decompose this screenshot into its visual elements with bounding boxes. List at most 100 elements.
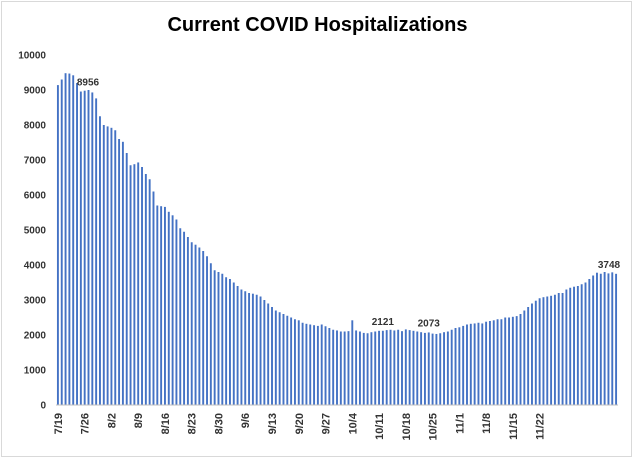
bar xyxy=(378,330,381,405)
bar xyxy=(244,291,247,405)
bar xyxy=(64,73,67,405)
bar xyxy=(156,205,159,405)
x-tick-label: 8/2 xyxy=(106,413,118,428)
bar xyxy=(229,279,231,405)
bar xyxy=(351,320,354,405)
bar xyxy=(278,312,281,405)
bar xyxy=(179,228,182,405)
bar xyxy=(248,293,251,405)
bar xyxy=(439,333,442,405)
bar xyxy=(313,325,316,405)
bar xyxy=(469,323,472,405)
bar xyxy=(87,90,90,405)
bar xyxy=(603,272,606,405)
bar xyxy=(336,330,338,405)
bar xyxy=(206,256,208,405)
x-tick-label: 7/26 xyxy=(80,413,92,434)
bar xyxy=(519,314,522,405)
bar xyxy=(152,191,155,405)
bar xyxy=(362,332,365,405)
bar xyxy=(305,323,308,405)
y-tick-label: 5000 xyxy=(24,226,47,237)
bar xyxy=(251,293,254,405)
y-tick-label: 1000 xyxy=(24,366,47,377)
x-tick-label: 11/15 xyxy=(508,413,520,440)
bar xyxy=(160,206,163,405)
bar xyxy=(328,328,331,405)
data-labels: 8956 2121 2073 3748 xyxy=(77,78,621,330)
bar xyxy=(190,242,193,405)
bar xyxy=(141,167,143,405)
bar xyxy=(183,231,186,405)
bar xyxy=(370,332,373,405)
bar xyxy=(286,315,289,405)
bar xyxy=(473,323,476,405)
bar xyxy=(462,325,465,405)
x-axis: 7/19 7/26 8/2 8/9 8/16 8/23 8/30 9/6 9/13 9/20 9/2… xyxy=(53,404,618,441)
bar xyxy=(83,90,86,405)
bar xyxy=(454,328,457,405)
y-tick-label: 6000 xyxy=(24,191,47,202)
x-tick-label: 11/8 xyxy=(481,413,493,434)
x-tick-label: 10/4 xyxy=(347,412,359,434)
bar xyxy=(121,141,124,406)
data-label: 2121 xyxy=(372,317,395,328)
x-tick-label: 7/19 xyxy=(53,413,65,434)
y-axis: 0 1000 2000 3000 4000 5000 6000 7000 8000 9000 100… xyxy=(18,51,46,412)
bar xyxy=(60,79,63,405)
bar xyxy=(320,324,323,405)
bar xyxy=(435,333,438,405)
y-tick-label: 8000 xyxy=(24,121,47,132)
bar xyxy=(339,331,342,405)
bar xyxy=(343,331,346,405)
bar xyxy=(523,310,526,405)
bar xyxy=(240,289,243,405)
y-tick-label: 0 xyxy=(40,401,46,412)
bar xyxy=(301,322,304,405)
bar xyxy=(592,275,595,405)
bar xyxy=(267,303,270,405)
bar xyxy=(366,333,369,405)
x-tick-label: 9/27 xyxy=(321,413,333,434)
bar xyxy=(573,286,575,405)
bar xyxy=(106,126,109,406)
bar xyxy=(385,330,388,405)
bar xyxy=(91,92,94,405)
bar xyxy=(488,321,491,405)
bar xyxy=(186,237,189,405)
bar xyxy=(171,215,174,405)
data-label: 3748 xyxy=(598,260,621,271)
bar xyxy=(76,83,78,405)
bar xyxy=(458,327,461,405)
bar xyxy=(79,91,82,405)
bar xyxy=(95,98,98,406)
x-tick-label: 10/11 xyxy=(374,413,386,440)
bar xyxy=(324,326,327,405)
bar xyxy=(534,300,537,405)
data-label: 2073 xyxy=(418,318,441,329)
bar xyxy=(137,162,140,405)
bar xyxy=(102,125,105,405)
bar xyxy=(599,273,602,405)
bar xyxy=(225,277,228,405)
x-tick-label: 8/16 xyxy=(160,413,172,434)
bar xyxy=(542,297,545,405)
bar xyxy=(118,139,121,405)
bar xyxy=(538,298,541,405)
bar xyxy=(569,287,572,405)
bar xyxy=(232,282,235,405)
bar xyxy=(485,321,488,405)
x-tick-label: 8/9 xyxy=(133,413,145,428)
bar xyxy=(72,75,75,406)
bar xyxy=(565,289,568,405)
bar xyxy=(125,153,128,405)
bar xyxy=(221,273,224,405)
bar xyxy=(546,296,549,405)
bar xyxy=(202,251,205,405)
bar xyxy=(397,329,400,405)
bar xyxy=(511,316,514,405)
bar xyxy=(133,164,136,405)
x-tick-label: 11/22 xyxy=(535,413,547,440)
bar xyxy=(194,244,197,405)
